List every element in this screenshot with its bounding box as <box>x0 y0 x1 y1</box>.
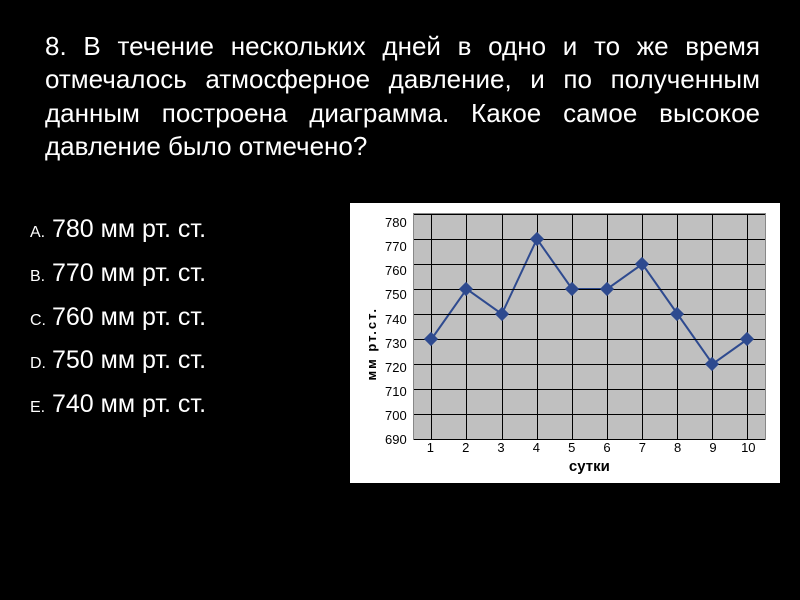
y-axis-label: мм рт.ст. <box>364 307 379 381</box>
question-body: В течение нескольких дней в одно и то же… <box>45 31 760 161</box>
answer-text: 750 мм рт. ст. <box>52 339 206 383</box>
answer-letter: A. <box>30 219 48 247</box>
answer-a[interactable]: A. 780 мм рт. ст. <box>30 208 330 252</box>
plot-column: 12345678910 сутки <box>407 213 766 475</box>
chart-container: мм рт.ст. 780770760750740730720710700690… <box>350 193 780 483</box>
answer-letter: C. <box>30 307 48 335</box>
x-axis-ticks: 12345678910 <box>413 440 766 458</box>
answer-b[interactable]: B. 770 мм рт. ст. <box>30 252 330 296</box>
answer-text: 760 мм рт. ст. <box>52 296 206 340</box>
y-axis-ticks: 780770760750740730720710700690 <box>385 213 407 475</box>
answer-text: 740 мм рт. ст. <box>52 383 206 427</box>
answer-list: A. 780 мм рт. ст. B. 770 мм рт. ст. C. 7… <box>30 193 330 483</box>
answer-c[interactable]: C. 760 мм рт. ст. <box>30 296 330 340</box>
answer-text: 770 мм рт. ст. <box>52 252 206 296</box>
answer-letter: E. <box>30 394 48 422</box>
answer-text: 780 мм рт. ст. <box>52 208 206 252</box>
question-number: 8. <box>45 31 67 61</box>
answer-d[interactable]: D. 750 мм рт. ст. <box>30 339 330 383</box>
pressure-chart: мм рт.ст. 780770760750740730720710700690… <box>350 203 780 483</box>
answer-e[interactable]: E. 740 мм рт. ст. <box>30 383 330 427</box>
plot-area <box>413 213 766 440</box>
question-text: 8. В течение нескольких дней в одно и то… <box>0 0 800 173</box>
x-axis-label: сутки <box>413 458 766 475</box>
answer-letter: B. <box>30 263 48 291</box>
answer-letter: D. <box>30 350 48 378</box>
content-row: A. 780 мм рт. ст. B. 770 мм рт. ст. C. 7… <box>0 173 800 483</box>
